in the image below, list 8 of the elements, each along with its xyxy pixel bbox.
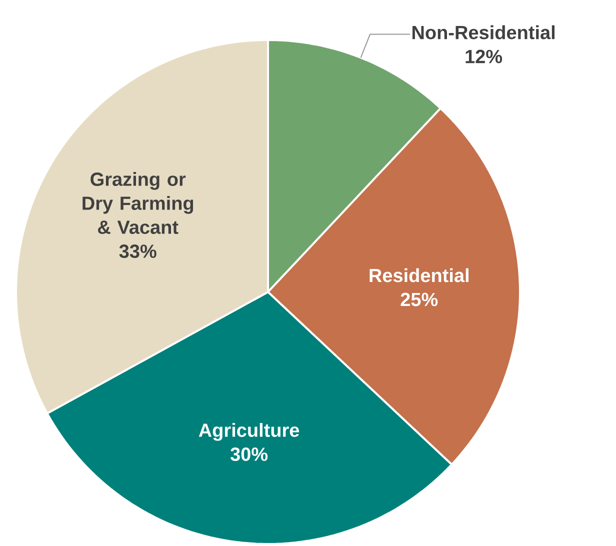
- data-label: 33%: [119, 244, 156, 258]
- data-label: 30%: [230, 448, 268, 461]
- slice-label: Agriculture: [198, 423, 300, 441]
- data-label: 25%: [400, 292, 438, 306]
- slice-label: Residential: [370, 268, 468, 282]
- slice-label: Non-Residential: [412, 25, 555, 40]
- slice-label: Grazing or Dry Farming & Vacant: [82, 172, 194, 234]
- data-label: 12%: [466, 50, 502, 64]
